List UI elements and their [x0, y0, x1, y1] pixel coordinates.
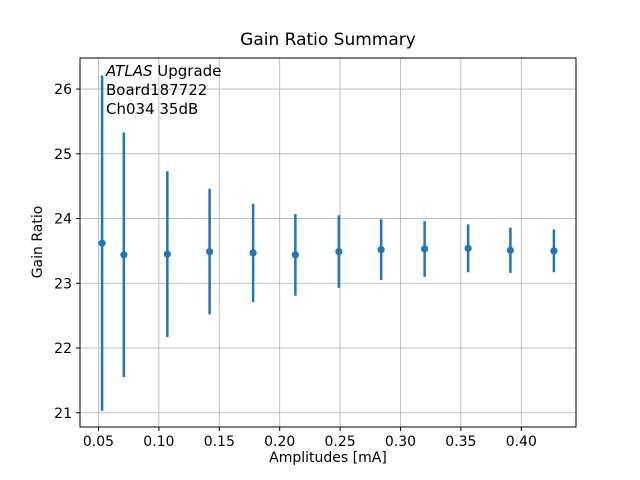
y-tick-label: 23 — [54, 276, 72, 292]
data-point — [163, 250, 171, 258]
annotation-line1-rest: Upgrade — [152, 62, 222, 80]
annotation-line-1: ATLAS Upgrade — [106, 62, 221, 81]
x-tick-label: 0.35 — [445, 434, 476, 450]
annotation-board: Board187722 — [106, 81, 208, 99]
annotation-channel: Ch034 35dB — [106, 100, 199, 118]
chart-title: Gain Ratio Summary — [240, 30, 416, 50]
data-point — [206, 247, 214, 256]
y-axis-label: Gain Ratio — [30, 205, 46, 279]
data-point — [98, 239, 106, 247]
data-point — [550, 247, 558, 255]
data-point — [464, 244, 472, 252]
data-point — [377, 246, 385, 254]
annotation-box: ATLAS Upgrade Board187722 Ch034 35dB — [106, 62, 221, 119]
data-point — [249, 249, 257, 257]
x-tick-label: 0.05 — [83, 434, 114, 450]
data-point — [335, 247, 343, 256]
y-tick-label: 22 — [54, 341, 72, 357]
data-point — [291, 251, 299, 259]
axes-frame — [79, 57, 577, 428]
x-axis-label: Amplitudes [mA] — [269, 450, 387, 466]
x-tick-label: 0.10 — [143, 434, 174, 450]
data-point — [506, 246, 515, 254]
x-tick-label: 0.30 — [385, 434, 416, 450]
x-tick-label: 0.40 — [506, 434, 537, 450]
x-tick-label: 0.20 — [264, 434, 295, 450]
y-tick-label: 25 — [54, 147, 72, 163]
y-tick-label: 26 — [54, 82, 72, 98]
y-tick-label: 21 — [54, 406, 72, 422]
x-tick-label: 0.15 — [204, 434, 235, 450]
data-point — [421, 245, 429, 253]
y-tick-label: 24 — [54, 212, 72, 228]
x-tick-label: 0.25 — [324, 434, 355, 450]
annotation-experiment: ATLAS — [106, 62, 153, 80]
data-point — [120, 251, 128, 259]
